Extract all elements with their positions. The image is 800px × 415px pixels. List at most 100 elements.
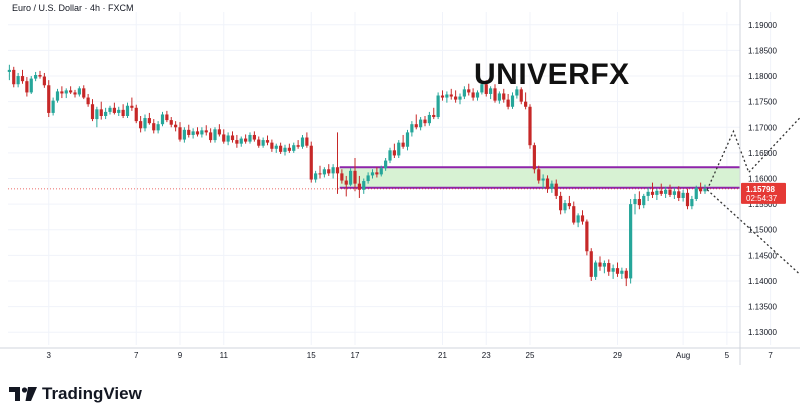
candle-body xyxy=(554,183,558,196)
candle-body xyxy=(624,270,628,279)
candlestick-series xyxy=(7,64,707,287)
candle-body xyxy=(384,160,388,169)
tradingview-logo-text: TradingView xyxy=(42,384,142,403)
candle-body xyxy=(401,142,405,147)
candle-body xyxy=(104,111,108,116)
candle-body xyxy=(335,167,340,174)
candle-body xyxy=(344,180,348,185)
projection-bearish xyxy=(706,189,800,276)
candle-body xyxy=(471,92,475,98)
candle-body xyxy=(147,118,151,124)
candle-body xyxy=(642,195,646,206)
candle-body xyxy=(248,134,252,142)
candle-body xyxy=(235,140,239,144)
time-tick-label: 7 xyxy=(768,351,773,360)
candle-body xyxy=(607,263,611,272)
price-tick-label: 1.13000 xyxy=(748,328,777,337)
candle-body xyxy=(261,140,265,146)
candle-body xyxy=(366,175,370,182)
candle-body xyxy=(493,88,497,101)
bar-countdown: 02:54:37 xyxy=(746,194,778,203)
candle-body xyxy=(34,75,38,79)
candle-body xyxy=(423,119,427,124)
candle-body xyxy=(143,118,147,129)
candle-body xyxy=(217,129,221,135)
candle-body xyxy=(112,107,116,113)
price-tick-label: 1.15500 xyxy=(748,200,777,209)
candle-body xyxy=(182,129,186,140)
price-axis: 1.19000 1.18500 1.18000 1.17500 1.17000 1.165… xyxy=(748,21,777,337)
candle-body xyxy=(615,268,620,274)
candle-body xyxy=(82,88,86,98)
candle-body xyxy=(244,138,248,142)
candle-body xyxy=(559,195,563,211)
time-tick-label: Aug xyxy=(676,351,690,360)
candle-body xyxy=(475,92,480,98)
candle-body xyxy=(637,198,641,206)
candle-body xyxy=(524,101,528,107)
candle-body xyxy=(130,105,134,108)
candle-body xyxy=(532,145,536,170)
candle-body xyxy=(292,145,296,151)
candle-body xyxy=(672,191,676,195)
candle-body xyxy=(659,190,663,194)
candle-body xyxy=(576,215,580,223)
candle-body xyxy=(16,76,20,85)
candle-body xyxy=(51,100,55,113)
candle-body xyxy=(213,129,217,141)
candle-body xyxy=(77,88,81,95)
candle-body xyxy=(174,124,178,128)
symbol-header[interactable]: Euro / U.S. Dollar · 4h · FXCM xyxy=(12,3,134,13)
time-axis: 37911151721232529Aug57111315 xyxy=(47,351,774,360)
time-tick-label: 21 xyxy=(438,351,447,360)
candle-body xyxy=(274,145,278,149)
time-tick-label: 29 xyxy=(613,351,622,360)
candle-body xyxy=(90,104,95,120)
projection-arrows xyxy=(706,116,800,276)
candle-body xyxy=(29,78,33,93)
candle-body xyxy=(121,109,125,116)
candle-body xyxy=(629,204,633,279)
candle-body xyxy=(545,178,550,189)
time-tick-label: 9 xyxy=(178,351,183,360)
time-tick-label: 17 xyxy=(351,351,360,360)
tradingview-logo[interactable]: TradingView xyxy=(9,383,142,405)
candle-body xyxy=(677,191,681,198)
candle-body xyxy=(703,188,707,192)
candle-body xyxy=(69,90,73,93)
candle-body xyxy=(283,147,287,152)
candle-body xyxy=(602,263,606,267)
last-price-tag-bg xyxy=(741,182,786,204)
candle-body xyxy=(646,191,650,196)
candle-body xyxy=(108,107,112,112)
candle-body xyxy=(226,135,230,142)
candle-body xyxy=(270,142,274,149)
time-tick-label: 25 xyxy=(526,351,535,360)
candle-body xyxy=(60,91,64,94)
candle-body xyxy=(165,114,169,121)
candle-body xyxy=(7,69,11,72)
candle-body xyxy=(449,94,453,97)
candle-body xyxy=(585,221,589,252)
price-tick-label: 1.16500 xyxy=(748,149,777,158)
time-tick-label: 15 xyxy=(307,351,316,360)
candle-body xyxy=(152,123,156,131)
candle-body xyxy=(357,183,361,190)
candle-body xyxy=(314,173,318,180)
candle-body xyxy=(620,270,624,274)
candle-body xyxy=(528,106,532,146)
candle-body xyxy=(694,187,698,199)
candle-body xyxy=(160,114,165,125)
candle-body xyxy=(650,191,655,195)
candle-body xyxy=(541,178,545,181)
candle-body xyxy=(305,137,309,146)
projection-bullish xyxy=(706,116,800,191)
candle-body xyxy=(467,89,471,93)
candle-body xyxy=(117,109,121,113)
candle-body xyxy=(200,130,204,135)
candle-body xyxy=(156,124,160,131)
candle-body xyxy=(685,192,690,207)
candle-body xyxy=(331,167,335,174)
candle-body xyxy=(322,169,326,175)
